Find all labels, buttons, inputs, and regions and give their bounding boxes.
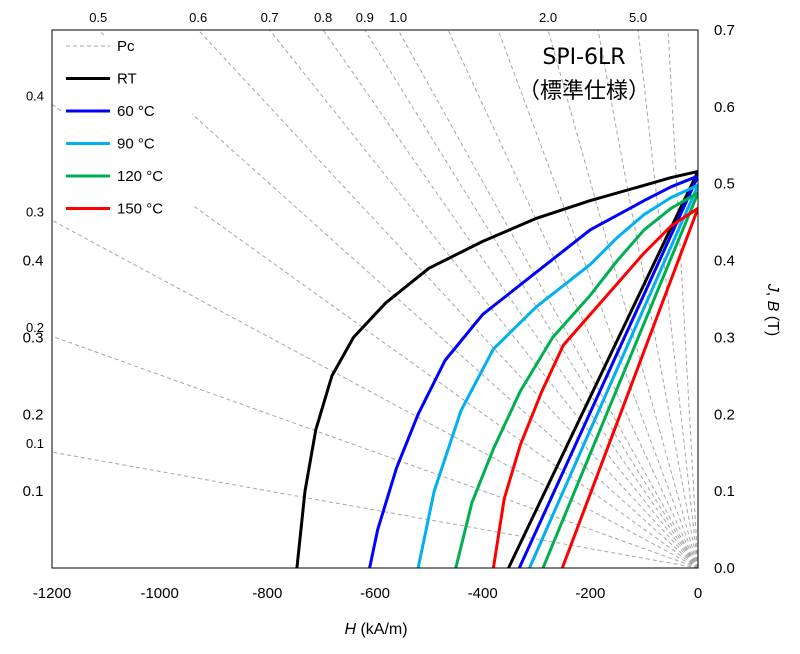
series-b-line-0 xyxy=(507,169,698,568)
left-scale-label-2: 0.3 xyxy=(23,329,44,346)
pc-label-4: 0.5 xyxy=(89,10,107,25)
series-j-curve-2 xyxy=(416,183,698,568)
pc-label-3: 0.4 xyxy=(26,88,44,103)
left-scale-label-3: 0.4 xyxy=(23,253,44,270)
pc-line-0 xyxy=(52,451,698,568)
pc-labels: 0.10.20.30.40.5 0.6 0.7 0.8 0.9 1.0 2.0 5.0 xyxy=(26,10,647,451)
x-tick-label-6: 0 xyxy=(694,585,702,602)
y-tick-label-3: 0.3 xyxy=(714,329,735,346)
series-j-curve-1 xyxy=(368,174,698,568)
pc-line-7 xyxy=(322,30,698,568)
pc-line-1 xyxy=(52,335,698,568)
pc-line-8 xyxy=(364,30,698,568)
pc-line-4 xyxy=(97,30,698,568)
pc-lines xyxy=(52,30,698,568)
pc-line-5 xyxy=(197,30,698,568)
plot-frame xyxy=(51,29,699,569)
x-tick-label-0: -1200 xyxy=(33,585,71,602)
series-j-curve-4 xyxy=(491,206,698,568)
pc-label-7: 0.8 xyxy=(314,10,332,25)
series-b-line-3 xyxy=(541,191,698,568)
y-tick-label-2: 0.2 xyxy=(714,406,735,423)
series-j-curve-3 xyxy=(454,191,698,568)
x-tick-label-2: -800 xyxy=(252,585,282,602)
legend-label-2: 90 °C xyxy=(117,136,155,153)
pc-label-9: 1.0 xyxy=(389,10,407,25)
y-axis-label-j: J xyxy=(764,283,781,293)
chart-subtitle: （標準仕様） xyxy=(518,79,650,104)
y-axis-label-b: B xyxy=(764,301,781,312)
left-scale-label-1: 0.2 xyxy=(23,406,44,423)
pc-label-5: 0.6 xyxy=(189,10,207,25)
pc-label-2: 0.3 xyxy=(26,204,44,219)
y-tick-label-4: 0.4 xyxy=(714,253,735,270)
pc-line-12 xyxy=(547,30,698,568)
x-tick-label-5: -200 xyxy=(575,585,605,602)
y-axis-label-sep: , xyxy=(764,292,781,301)
y-tick-label-5: 0.5 xyxy=(714,176,735,193)
x-tick-label-4: -400 xyxy=(468,585,498,602)
pc-label-0: 0.1 xyxy=(26,436,44,451)
pc-label-8: 0.9 xyxy=(356,10,374,25)
legend-label-pc: Pc xyxy=(117,38,135,55)
x-axis-label: H (kA/m) xyxy=(344,621,407,638)
x-tick-label-1: -1000 xyxy=(140,585,178,602)
legend-label-1: 60 °C xyxy=(117,103,155,120)
y-tick-label-6: 0.6 xyxy=(714,99,735,116)
pc-label-12: 2.0 xyxy=(539,10,557,25)
y-axis-label: J, B (T) xyxy=(764,283,781,336)
series-curves xyxy=(295,169,698,568)
legend-label-4: 150 °C xyxy=(117,201,163,218)
y-axis-label-unit: (T) xyxy=(764,311,781,336)
legend-label-3: 120 °C xyxy=(117,168,163,185)
pc-line-6 xyxy=(269,30,698,568)
legend-background xyxy=(62,36,192,222)
x-axis-label-symbol: H xyxy=(344,621,356,638)
pc-label-6: 0.7 xyxy=(261,10,279,25)
y-tick-label-1: 0.1 xyxy=(714,483,735,500)
legend: Pc RT 60 °C 90 °C 120 °C 150 °C xyxy=(62,36,192,222)
x-tick-labels: -1200 -1000 -800 -600 -400 -200 0 xyxy=(33,585,702,602)
pc-label-14: 5.0 xyxy=(629,10,647,25)
pc-line-9 xyxy=(397,30,698,568)
x-axis-label-unit: (kA/m) xyxy=(356,621,408,638)
series-b-line-1 xyxy=(517,174,698,568)
pc-label-1: 0.2 xyxy=(26,320,44,335)
legend-label-0: RT xyxy=(117,71,137,88)
pc-line-15 xyxy=(667,30,698,568)
x-tick-label-3: -600 xyxy=(360,585,390,602)
y-tick-labels: 0.0 0.1 0.2 0.3 0.4 0.5 0.6 0.7 xyxy=(714,22,735,577)
left-scale-label-0: 0.1 xyxy=(23,483,44,500)
pc-line-11 xyxy=(497,30,698,568)
series-b-line-4 xyxy=(560,206,698,568)
chart-title: SPI-6LR xyxy=(542,45,625,70)
y-tick-label-0: 0.0 xyxy=(714,560,735,577)
pc-line-2 xyxy=(52,219,698,568)
left-scale-labels: 0.10.20.30.4 xyxy=(23,253,44,501)
y-tick-label-7: 0.7 xyxy=(714,22,735,39)
pc-line-14 xyxy=(637,30,698,568)
series-b-line-2 xyxy=(528,183,698,568)
series-j-curve-0 xyxy=(295,169,698,568)
pc-line-10 xyxy=(447,30,698,568)
